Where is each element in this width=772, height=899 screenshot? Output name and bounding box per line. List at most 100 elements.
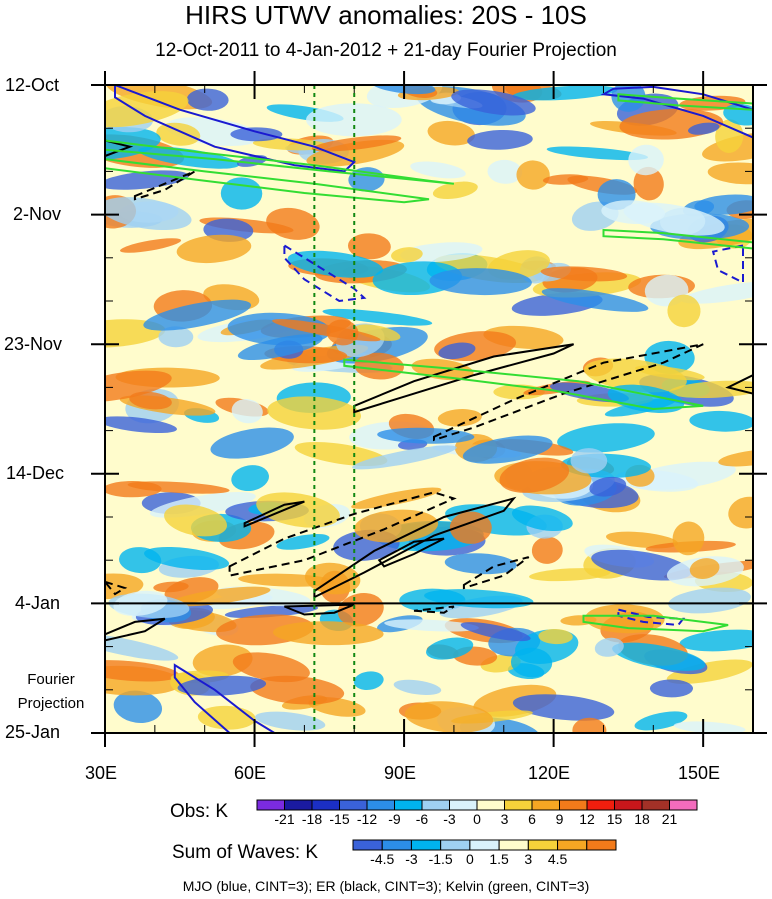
anomaly-patch <box>105 197 192 231</box>
anomaly-patch <box>594 637 624 657</box>
anomaly-patch <box>347 233 391 260</box>
anomaly-patch <box>232 652 310 683</box>
anomaly-patch <box>129 391 172 410</box>
obs-colorbar-swatch <box>339 799 368 811</box>
anomaly-patch <box>156 122 201 146</box>
anomaly-patch <box>294 441 388 467</box>
anomaly-patch <box>105 660 180 682</box>
waves-colorbar-level: -1.5 <box>428 851 453 867</box>
anomaly-patch <box>666 659 753 684</box>
obs-colorbar-swatch <box>476 799 505 811</box>
anomaly-patch <box>393 679 442 695</box>
anomaly-patch <box>673 721 746 733</box>
anomaly-patch <box>467 129 533 150</box>
waves-colorbar-swatch <box>527 839 559 851</box>
obs-colorbar-level: -21 <box>274 811 295 827</box>
obs-colorbar-swatch <box>586 799 615 811</box>
anomaly-patch <box>391 247 423 263</box>
anomaly-patch <box>220 177 263 210</box>
waves-colorbar-swatch <box>410 839 442 851</box>
waves-colorbar-level: -3 <box>405 851 418 867</box>
anomaly-patch <box>384 619 479 632</box>
obs-colorbar-level: 0 <box>473 811 481 827</box>
anomaly-patch <box>153 581 189 593</box>
anomaly-patch <box>680 281 753 304</box>
obs-colorbar-level: 6 <box>528 811 536 827</box>
anomaly-patch <box>144 546 230 571</box>
anomaly-patch <box>531 536 563 564</box>
waves-colorbar-swatch <box>352 839 383 851</box>
anomaly-patch <box>462 435 553 464</box>
anomaly-patch <box>633 166 664 201</box>
waves-colorbar-level: 4.5 <box>547 851 568 867</box>
anomaly-patch <box>585 604 665 634</box>
anomaly-patch <box>634 711 688 731</box>
x-tick-label-150e: 150E <box>678 763 721 783</box>
anomaly-patch <box>694 194 753 215</box>
anomaly-patch <box>287 250 383 278</box>
anomaly-patch <box>231 399 263 424</box>
anomaly-patch <box>584 358 687 393</box>
obs-colorbar-swatch <box>614 799 643 811</box>
anomaly-patch <box>612 642 706 671</box>
waves-colorbar-level: 3 <box>524 851 533 867</box>
anomaly-patch <box>444 553 517 575</box>
anomaly-patch <box>237 334 323 361</box>
waves-colorbar-level: -4.5 <box>370 851 395 867</box>
er-contour <box>105 580 128 596</box>
er-contour <box>243 500 305 528</box>
anomaly-patch <box>170 586 271 607</box>
anomaly-patch <box>549 382 629 403</box>
obs-colorbar-swatch <box>311 799 340 811</box>
mjo-contour <box>711 244 744 285</box>
anomaly-patch <box>352 445 457 470</box>
obs-colorbar-level: 15 <box>606 811 623 827</box>
er-contour <box>433 343 704 442</box>
anomaly-patch <box>546 146 648 161</box>
anomaly-patch <box>487 159 523 184</box>
anomaly-patch <box>570 448 608 474</box>
anomaly-patch <box>426 637 474 660</box>
anomaly-patch <box>113 690 163 723</box>
anomaly-patch <box>512 694 615 721</box>
er-contour <box>228 491 457 577</box>
anomaly-patch <box>105 416 177 434</box>
obs-colorbar-swatch <box>284 799 313 811</box>
anomaly-patch <box>667 294 701 328</box>
kelvin-contour <box>582 614 729 633</box>
anomaly-patch <box>410 161 466 179</box>
obs-colorbar-level: 3 <box>500 811 509 827</box>
obs-colorbar-level: 9 <box>555 811 564 827</box>
anomaly-patch <box>540 266 628 282</box>
anomaly-patch <box>572 717 607 733</box>
chart-subtitle: 12-Oct-2011 to 4-Jan-2012 + 21-day Fouri… <box>155 40 617 61</box>
y-tick-label-2nov: 2-Nov <box>13 204 62 224</box>
waves-colorbar-swatch <box>557 839 588 851</box>
waves-colorbar-swatch <box>469 839 500 851</box>
obs-colorbar-level: -12 <box>356 811 378 827</box>
obs-colorbar-level: -9 <box>388 811 401 827</box>
anomaly-patch <box>529 568 611 582</box>
anomaly-patch <box>276 534 330 550</box>
anomaly-patch <box>451 89 536 116</box>
anomaly-patch <box>707 162 753 185</box>
anomaly-patch <box>231 465 269 492</box>
anomaly-patch <box>601 200 666 225</box>
x-tick-label-30e: 30E <box>85 763 118 783</box>
anomaly-patch <box>541 288 649 312</box>
er-contour <box>133 170 196 201</box>
obs-colorbar-level: 18 <box>634 811 650 827</box>
anomaly-patch <box>250 675 345 705</box>
waves-colorbar-level: 0 <box>465 851 474 867</box>
obs-colorbar-swatch <box>449 799 478 811</box>
anomaly-patch <box>429 268 532 296</box>
obs-colorbar-label: Obs: K <box>170 801 229 822</box>
er-contour <box>284 603 355 616</box>
obs-colorbar-swatch <box>559 799 588 811</box>
waves-colorbar-swatch <box>381 839 412 851</box>
anomaly-patch <box>210 427 294 459</box>
kelvin-contour <box>617 93 753 111</box>
anomaly-patch <box>266 207 320 240</box>
y-tick-label-12oct: 12-Oct <box>5 75 60 95</box>
anomaly-patch <box>105 633 179 661</box>
